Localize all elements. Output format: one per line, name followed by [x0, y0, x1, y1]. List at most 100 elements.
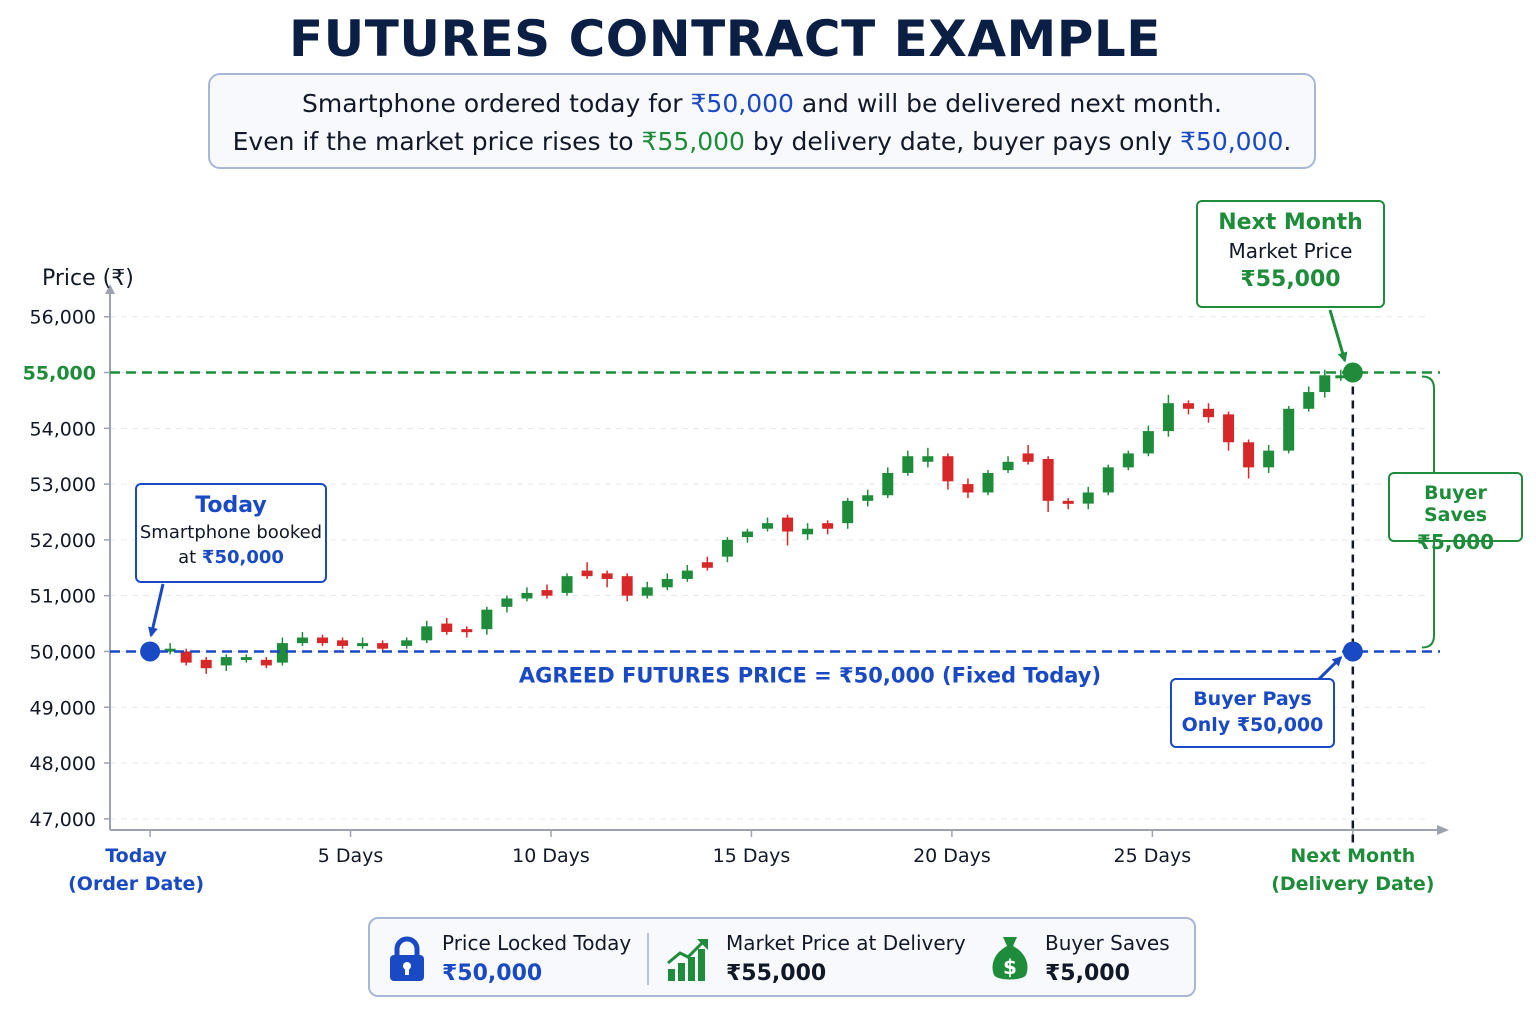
buyer-saves-stat-value: ₹5,000	[1045, 961, 1130, 986]
candle-body	[1319, 375, 1331, 393]
today-callout-text: Smartphone booked	[139, 522, 323, 543]
candle-body	[461, 629, 473, 633]
candle-body	[782, 517, 794, 532]
candle-body	[401, 640, 413, 646]
price-locked-label: Price Locked Today	[442, 931, 632, 955]
next-month-arrow	[1328, 309, 1348, 363]
intro-text: .	[1283, 127, 1292, 156]
x-axis-arrow	[1437, 825, 1449, 835]
candle-body	[581, 570, 593, 577]
x-tick-label: 5 Days	[318, 845, 384, 867]
pay-point	[1342, 641, 1363, 662]
y-tick-label: 48,000	[30, 753, 96, 775]
intro-price-paid: ₹50,000	[1180, 127, 1284, 156]
intro-price-market: ₹55,000	[641, 127, 745, 156]
x-tick-label: Today	[105, 845, 167, 867]
market-price-label: Market Price at Delivery	[726, 931, 966, 955]
x-tick-sublabel: (Order Date)	[68, 873, 204, 895]
candle-body	[1263, 450, 1275, 468]
candle-body	[1142, 431, 1154, 454]
lock-icon	[390, 936, 424, 981]
candle-body	[802, 528, 814, 535]
candle-body	[762, 523, 773, 529]
y-tick-label: 47,000	[30, 809, 96, 831]
candle-body	[220, 657, 232, 666]
y-tick-label: 53,000	[30, 474, 96, 496]
candle-body	[982, 472, 994, 493]
market-price-value: ₹55,000	[726, 961, 827, 986]
next-month-title: Next Month	[1218, 210, 1363, 235]
candle-body	[316, 637, 328, 644]
x-tick-label: Next Month	[1290, 845, 1415, 867]
market-price-stat: Market Price at Delivery ₹55,000	[726, 931, 966, 986]
candle-body	[276, 643, 288, 663]
candle-body	[1122, 453, 1134, 468]
candle-body	[1042, 459, 1054, 501]
candle-body	[1243, 442, 1255, 468]
y-tick-label: 49,000	[30, 697, 96, 719]
candle-body	[621, 576, 633, 596]
intro-line-2: Even if the market price rises to ₹55,00…	[210, 123, 1314, 161]
summary-divider	[647, 933, 649, 985]
candle-body	[541, 590, 553, 596]
intro-text: Even if the market price rises to	[232, 127, 634, 156]
buyer-pays-arrow	[1314, 656, 1343, 684]
today-callout-at: at	[178, 547, 197, 568]
candle-body	[601, 573, 613, 579]
candle-body	[561, 576, 573, 593]
candle-body	[296, 637, 308, 644]
candle-body	[240, 657, 252, 661]
today-point	[140, 641, 161, 662]
buyer-pays-label: Buyer Pays	[1193, 688, 1312, 710]
money-bag-icon: $	[992, 937, 1028, 980]
candle-body	[1082, 492, 1094, 504]
candle-body	[1062, 500, 1074, 504]
x-tick-label: 15 Days	[713, 845, 791, 867]
candle-body	[922, 456, 934, 462]
candle-body	[521, 592, 533, 599]
today-arrow	[148, 583, 165, 638]
buyer-saves-label: Buyer Saves	[1423, 482, 1488, 526]
y-tick-label: 50,000	[30, 641, 96, 663]
candle-body	[721, 539, 733, 557]
buyer-pays-callout: Buyer Pays Only ₹50,000	[1170, 678, 1335, 748]
candle-body	[1203, 408, 1215, 418]
candle-body	[741, 531, 753, 538]
candle-body	[942, 456, 954, 482]
candle-body	[1002, 461, 1014, 471]
y-tick-label: 56,000	[30, 307, 96, 329]
today-callout-line3: at ₹50,000	[137, 547, 325, 568]
buyer-pays-amount: Only ₹50,000	[1181, 714, 1324, 736]
candle-body	[421, 626, 433, 641]
y-axis-arrow	[105, 284, 115, 294]
candle-body	[701, 562, 713, 568]
y-axis-label: Price (₹)	[42, 266, 134, 291]
candle-body	[902, 456, 914, 473]
today-callout-price: ₹50,000	[201, 547, 284, 568]
x-tick-label: 25 Days	[1114, 845, 1192, 867]
candle-body	[481, 609, 493, 630]
y-tick-label: 51,000	[30, 586, 96, 608]
y-tick-label: 55,000	[23, 363, 96, 385]
candle-body	[1223, 414, 1235, 443]
price-locked-value: ₹50,000	[442, 961, 543, 986]
candle-body	[1303, 392, 1315, 409]
page-title: FUTURES CONTRACT EXAMPLE	[289, 10, 1161, 68]
futures-price-chart: 47,000 48,000 49,000 50,000 51,000 52,000 53,0…	[23, 266, 1449, 895]
candle-body	[962, 484, 974, 493]
candle-body	[1102, 467, 1114, 493]
candle-body	[1182, 403, 1194, 409]
today-callout-title: Today	[195, 493, 267, 518]
candle-body	[681, 570, 693, 579]
next-month-price: ₹55,000	[1240, 267, 1341, 292]
x-tick-sublabel: (Delivery Date)	[1271, 873, 1434, 895]
candle-body	[164, 648, 176, 652]
intro-price-today: ₹50,000	[690, 89, 794, 118]
candle-body	[1335, 375, 1347, 379]
candle-body	[1162, 403, 1174, 432]
candle-body	[180, 651, 192, 663]
x-tick-label: 20 Days	[913, 845, 991, 867]
candle-body	[441, 623, 453, 632]
candle-body	[1283, 408, 1295, 451]
candle-body	[882, 472, 894, 496]
